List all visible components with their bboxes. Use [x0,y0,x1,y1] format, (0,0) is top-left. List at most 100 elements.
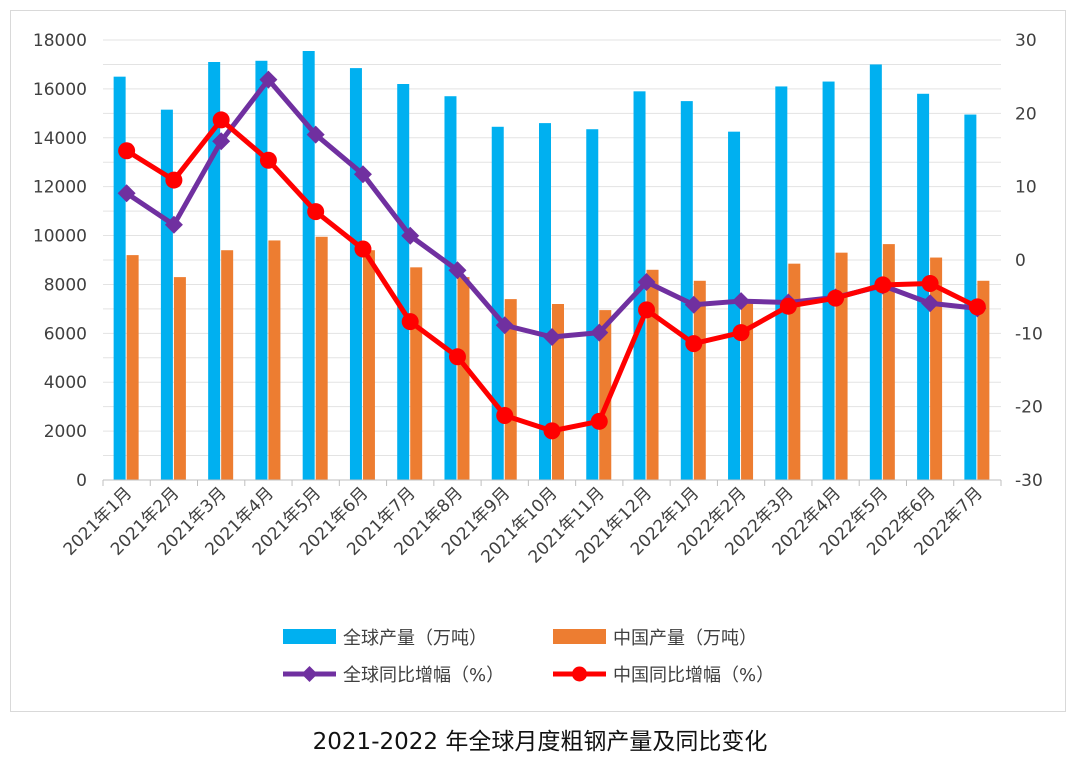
y-left-tick-label: 0 [76,471,87,491]
line-series [117,70,987,440]
legend-global-output-label: 全球产量（万吨） [343,628,487,649]
china-output-bar [930,257,943,480]
global-growth-point [212,132,231,151]
legend-global-growth-marker [301,666,318,682]
global-output-bar [728,131,741,480]
global-output-bar [539,123,551,480]
china-output-bar [504,299,517,480]
legend-china-output-label: 中国产量（万吨） [613,628,757,649]
y-right-tick-label: -30 [1015,471,1043,491]
china-growth-point [779,297,797,315]
china-growth-point [212,111,230,129]
chart: 0 2000 4000 6000 8000 10000 12000 14000 16000 180… [33,31,1043,686]
legend-china-growth-marker [572,666,587,682]
china-output-bar [362,250,375,480]
legend-china-growth-label: 中国同比增幅（%） [613,665,774,686]
global-growth-point [590,323,609,342]
grid-lines [103,39,1001,457]
global-growth-point [921,294,940,313]
y-right-tick-label: -20 [1015,398,1043,418]
china-growth-point [307,203,325,221]
y-left-tick-label: 12000 [33,178,87,198]
y-right-tick-label: 30 [1015,31,1037,51]
global-growth-point [543,328,561,346]
global-growth-point [684,295,703,314]
legend: 全球产量（万吨） 中国产量（万吨） 全球同比增幅（%） 中国同比增幅（%） [283,628,774,686]
global-output-bar [444,96,457,480]
global-growth-point [353,165,372,184]
global-output-bar [113,76,126,481]
global-output-bar [822,81,835,481]
china-growth-point [259,151,277,169]
y-right-tick-label: -10 [1015,324,1043,344]
china-growth-point [638,301,656,319]
y-left-tick-label: 4000 [44,373,87,393]
y-left-tick-label: 10000 [33,227,87,247]
chart-frame [10,10,1066,712]
china-output-bar [173,277,186,480]
china-growth-point [685,335,703,353]
china-growth-point [448,348,466,366]
china-output-bar [410,267,423,480]
global-growth-point [448,261,467,280]
china-growth-point [543,422,561,440]
global-output-bar [633,91,646,480]
china-growth-point [921,274,939,292]
legend-global-output-swatch [283,629,336,644]
global-output-bar [869,64,882,480]
china-output-bar [741,301,754,480]
legend-global-growth-label: 全球同比增幅（%） [343,665,504,686]
china-growth-point [732,324,750,342]
global-output-bar [491,126,504,481]
y-left-tick-label: 16000 [33,80,87,100]
global-output-bar [160,109,173,481]
china-output-bar [788,263,801,480]
y-right-tick-label: 10 [1015,178,1037,198]
global-output-bar [255,60,268,481]
china-output-bar [126,255,139,480]
china-output-bar [977,280,990,480]
y-left-tick-label: 2000 [44,422,87,442]
global-growth-point [306,125,325,144]
global-growth-point [401,226,420,245]
china-output-bar [315,236,328,480]
global-growth-point [259,70,278,89]
china-output-bar [599,310,612,480]
legend-china-output-swatch [553,629,606,644]
global-output-bar [586,129,599,480]
global-growth-point [117,184,136,203]
y-right-tick-label: 20 [1015,104,1037,124]
china-output-bar [835,252,848,480]
global-output-bar [680,101,693,480]
global-output-bar [349,68,362,480]
y-left-tick-label: 6000 [44,324,87,344]
china-growth-point [874,276,892,294]
china-output-bar [268,240,281,480]
china-growth-point [165,171,183,189]
china-growth-point [968,298,986,316]
china-growth-point [354,240,372,258]
global-growth-line [125,77,978,340]
global-growth-point [732,292,751,311]
bar-series [113,51,990,481]
y-left-tick-label: 8000 [44,275,87,295]
china-output-bar [646,269,659,480]
global-output-bar [302,51,315,480]
y-left-tick-label: 14000 [33,129,87,149]
global-output-bar [775,86,788,480]
china-output-bar [457,277,470,480]
chart-caption: 2021-2022 年全球月度粗钢产量及同比变化 [312,729,768,755]
global-growth-point [164,215,183,234]
global-growth-point [495,316,514,335]
china-growth-point [401,313,419,331]
china-output-bar [882,244,895,480]
global-output-bar [208,62,221,480]
china-output-bar [693,280,706,480]
china-output-bar [221,250,234,480]
global-output-bar [397,84,410,480]
global-growth-point [637,273,656,291]
y-right-tick-label: 0 [1015,251,1026,271]
china-growth-point [118,142,136,160]
china-growth-point [827,289,845,307]
china-growth-point [496,406,514,424]
